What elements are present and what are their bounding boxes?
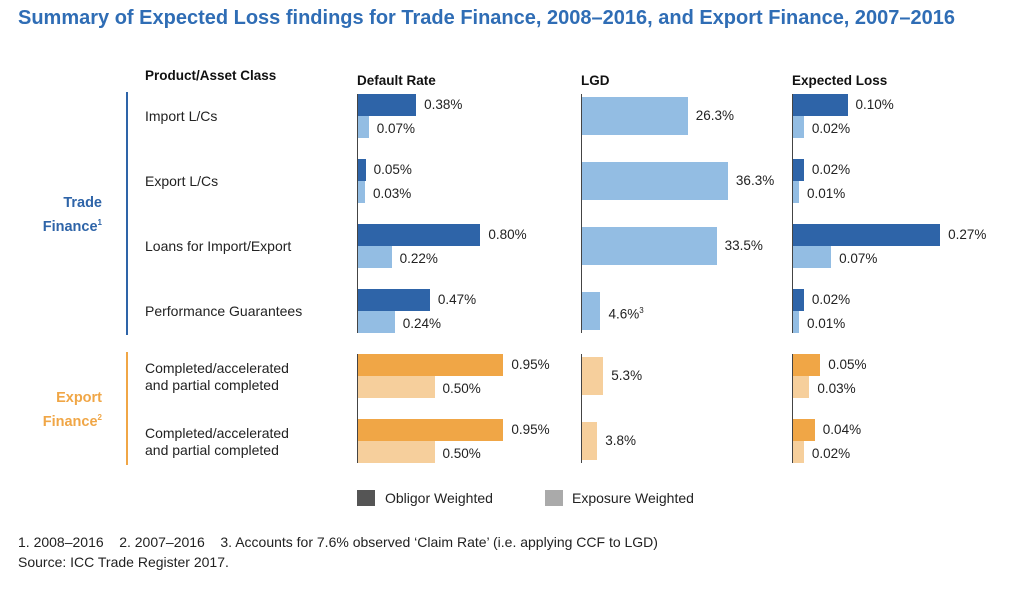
expected-loss-obligor-bar (793, 289, 804, 311)
expected-loss-obligor-bar (793, 419, 815, 441)
lgd-bar (582, 292, 601, 330)
footnotes-line: 1. 2008–2016 2. 2007–2016 3. Accounts fo… (18, 534, 658, 550)
legend-obligor-swatch (357, 490, 375, 506)
default-rate-exposure-bar (358, 246, 392, 268)
chart-title: Summary of Expected Loss findings for Tr… (18, 7, 956, 29)
expected-loss-obligor-bar (793, 159, 804, 181)
expected-loss-exposure-bar (793, 376, 810, 398)
expected-loss-obligor-bar (793, 94, 848, 116)
lgd-bar (582, 162, 728, 200)
default-rate-exposure-bar (358, 441, 435, 463)
default-rate-exposure-label: 0.03% (373, 186, 412, 201)
expected-loss-axis (792, 354, 793, 463)
expected-loss-exposure-label: 0.02% (811, 446, 851, 461)
row-label: Export L/Cs (145, 173, 219, 189)
default-rate-exposure-label: 0.22% (399, 251, 438, 266)
default-rate-exposure-bar (358, 181, 365, 203)
expected-loss-obligor-label: 0.05% (828, 357, 867, 372)
header-product: Product/Asset Class (145, 68, 277, 83)
expected-loss-obligor-label: 0.02% (811, 292, 851, 307)
expected-loss-exposure-bar (793, 246, 832, 268)
default-rate-exposure-label: 0.07% (376, 121, 415, 136)
expected-loss-exposure-label: 0.02% (811, 121, 851, 136)
default-rate-exposure-label: 0.50% (442, 446, 481, 461)
source-line: Source: ICC Trade Register 2017. (18, 554, 229, 570)
lgd-bar (582, 422, 598, 460)
lgd-bar (582, 227, 717, 265)
row-label: Completed/accelerated and partial complet… (145, 360, 289, 393)
lgd-label: 5.3% (611, 368, 643, 383)
row-label: Performance Guarantees (145, 303, 303, 319)
default-rate-axis (357, 94, 358, 333)
group-divider-line (126, 352, 128, 465)
expected-loss-axis (792, 94, 793, 333)
expected-loss-obligor-bar (793, 354, 821, 376)
lgd-label: 4.6%3 (608, 306, 644, 322)
default-rate-obligor-bar (358, 159, 366, 181)
expected-loss-exposure-label: 0.03% (817, 381, 856, 396)
default-rate-obligor-bar (358, 289, 430, 311)
expected-loss-exposure-bar (793, 311, 799, 333)
default-rate-obligor-label: 0.38% (424, 97, 463, 112)
default-rate-obligor-label: 0.95% (511, 422, 550, 437)
legend-exposure-label: Exposure Weighted (572, 490, 694, 506)
expected-loss-exposure-bar (793, 116, 804, 138)
group-label: Trade Finance1 (42, 194, 102, 235)
expected-loss-obligor-label: 0.02% (811, 162, 851, 177)
legend-exposure-swatch (545, 490, 563, 506)
lgd-bar (582, 357, 604, 395)
lgd-label: 33.5% (724, 238, 763, 253)
expected-loss-obligor-label: 0.04% (822, 422, 862, 437)
header-expected-loss: Expected Loss (792, 73, 888, 88)
row-label: Completed/accelerated and partial complet… (145, 425, 289, 458)
default-rate-obligor-bar (358, 224, 481, 246)
row-label: Import L/Cs (145, 108, 218, 124)
default-rate-obligor-bar (358, 354, 504, 376)
expected-loss-obligor-bar (793, 224, 941, 246)
header-lgd: LGD (581, 73, 610, 88)
lgd-axis (581, 354, 582, 463)
expected-loss-exposure-bar (793, 181, 799, 203)
default-rate-exposure-bar (358, 116, 369, 138)
expected-loss-exposure-label: 0.01% (807, 316, 846, 331)
row-label: Loans for Import/Export (145, 238, 292, 254)
expected-loss-obligor-label: 0.10% (855, 97, 894, 112)
expected-loss-exposure-label: 0.07% (839, 251, 878, 266)
default-rate-exposure-bar (358, 311, 395, 333)
header-default-rate: Default Rate (357, 73, 436, 88)
default-rate-exposure-label: 0.50% (442, 381, 481, 396)
default-rate-exposure-bar (358, 376, 435, 398)
legend-obligor-label: Obligor Weighted (385, 490, 493, 506)
default-rate-obligor-bar (358, 419, 504, 441)
default-rate-axis (357, 354, 358, 463)
lgd-label: 26.3% (695, 108, 734, 123)
lgd-axis (581, 94, 582, 333)
lgd-bar (582, 97, 688, 135)
default-rate-obligor-label: 0.80% (488, 227, 527, 242)
expected-loss-obligor-label: 0.27% (948, 227, 987, 242)
group-divider-line (126, 92, 128, 335)
expected-loss-exposure-label: 0.01% (807, 186, 846, 201)
default-rate-obligor-bar (358, 94, 417, 116)
group-label: Export Finance2 (42, 389, 102, 430)
lgd-label: 3.8% (605, 433, 637, 448)
lgd-label: 36.3% (735, 173, 775, 188)
expected-loss-exposure-bar (793, 441, 804, 463)
default-rate-exposure-label: 0.24% (402, 316, 441, 331)
default-rate-obligor-label: 0.47% (437, 292, 477, 307)
default-rate-obligor-label: 0.95% (511, 357, 550, 372)
default-rate-obligor-label: 0.05% (373, 162, 412, 177)
